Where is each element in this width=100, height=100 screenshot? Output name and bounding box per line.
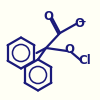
Text: O: O — [64, 43, 74, 56]
Text: Cl: Cl — [79, 55, 91, 68]
Text: O: O — [43, 10, 53, 24]
Text: O: O — [74, 17, 84, 30]
Text: −: − — [78, 17, 86, 27]
